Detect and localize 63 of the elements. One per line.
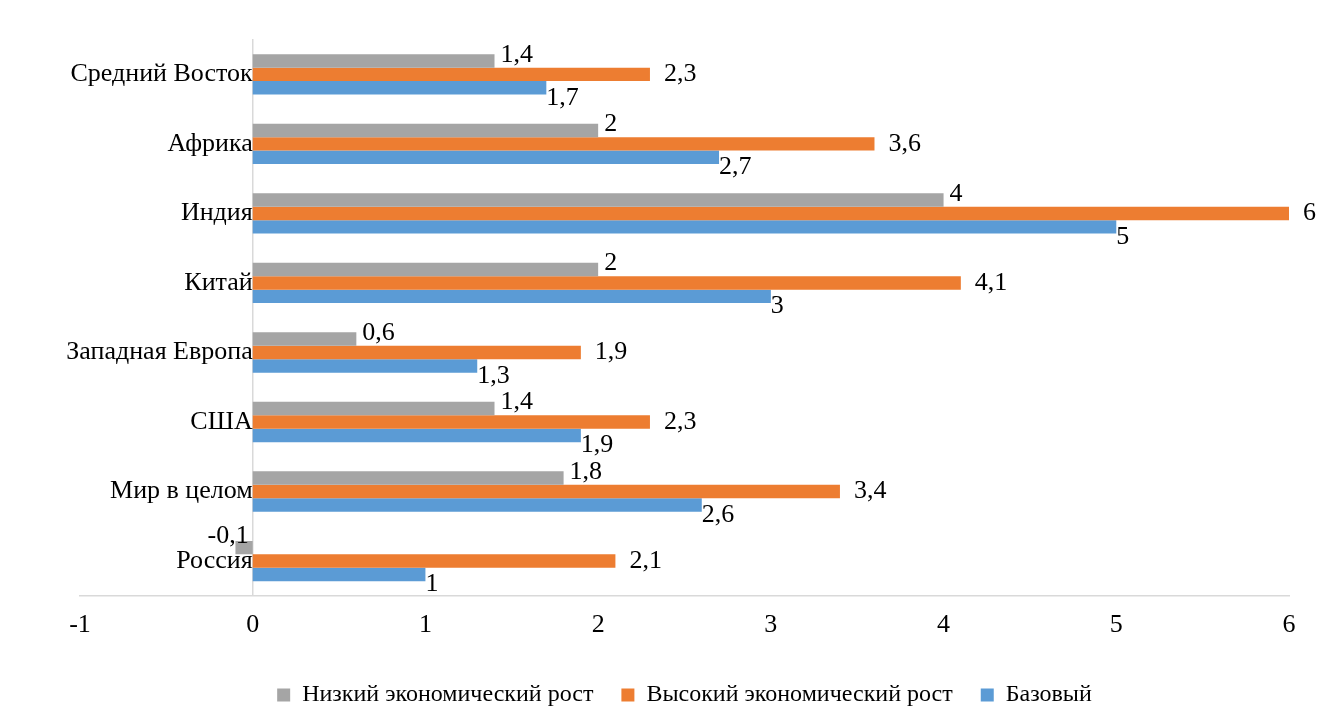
y-tick-label: Китай xyxy=(184,266,253,296)
y-tick-label: Африка xyxy=(167,127,254,157)
y-tick-label: Мир в целом xyxy=(110,475,253,505)
data-label: 2,7 xyxy=(719,151,752,181)
bar xyxy=(252,193,944,207)
bar xyxy=(252,471,564,485)
data-label: 3 xyxy=(770,290,784,320)
data-label: 2 xyxy=(604,247,618,277)
data-label: 1,9 xyxy=(594,336,628,366)
legend-label: Высокий экономический рост xyxy=(646,680,954,707)
x-tick-label: 3 xyxy=(764,609,778,639)
data-label: 3,4 xyxy=(853,475,887,505)
bar xyxy=(252,554,616,568)
legend-label: Низкий экономический рост xyxy=(302,680,594,707)
data-label: 1 xyxy=(425,568,439,598)
data-label: 1,4 xyxy=(500,38,534,68)
bar xyxy=(252,276,961,290)
x-tick-label: 1 xyxy=(418,609,432,639)
x-tick-label: 5 xyxy=(1109,609,1123,639)
bar xyxy=(252,54,495,68)
bar xyxy=(252,345,581,360)
bar xyxy=(252,415,650,429)
x-tick-label: 2 xyxy=(591,609,605,639)
data-label: 1,3 xyxy=(477,359,510,389)
data-label: 4 xyxy=(949,177,963,207)
bar xyxy=(252,428,581,443)
x-tick-label: 0 xyxy=(246,609,260,639)
x-tick-label: -1 xyxy=(69,609,91,639)
bar xyxy=(252,150,720,165)
data-label: 0,6 xyxy=(362,316,395,346)
bar xyxy=(252,332,357,346)
data-label: 1,7 xyxy=(546,81,579,111)
data-label: 4,1 xyxy=(974,266,1008,296)
bar xyxy=(252,359,478,373)
bar xyxy=(252,484,840,499)
bar xyxy=(252,289,771,304)
data-label: 2 xyxy=(604,108,618,138)
bar xyxy=(252,137,875,151)
x-tick-label: 6 xyxy=(1282,609,1296,639)
bar xyxy=(252,81,547,95)
bar xyxy=(252,123,599,138)
x-tick-label: 4 xyxy=(937,609,951,639)
bar xyxy=(252,567,426,582)
data-label: 6 xyxy=(1303,197,1316,227)
bar xyxy=(252,220,1117,234)
bar xyxy=(252,206,1289,221)
y-tick-label: Индия xyxy=(180,197,253,227)
y-tick-label: Западная Европа xyxy=(66,336,254,366)
bar xyxy=(252,262,599,277)
data-label: 2,3 xyxy=(663,405,697,435)
data-label: 2,6 xyxy=(701,498,735,528)
y-tick-label: Средний Восток xyxy=(70,58,254,88)
data-label: 3,6 xyxy=(888,127,921,157)
data-label: 1,4 xyxy=(500,386,534,416)
data-label: 2,1 xyxy=(629,544,662,574)
bar xyxy=(252,67,650,82)
bar xyxy=(252,498,702,512)
data-label: 2,3 xyxy=(663,58,697,88)
data-label: -0,1 xyxy=(207,520,249,550)
y-tick-label: США xyxy=(190,405,253,435)
bar xyxy=(252,401,495,416)
data-label: 5 xyxy=(1116,220,1130,250)
legend-label: Базовый xyxy=(1005,680,1092,707)
